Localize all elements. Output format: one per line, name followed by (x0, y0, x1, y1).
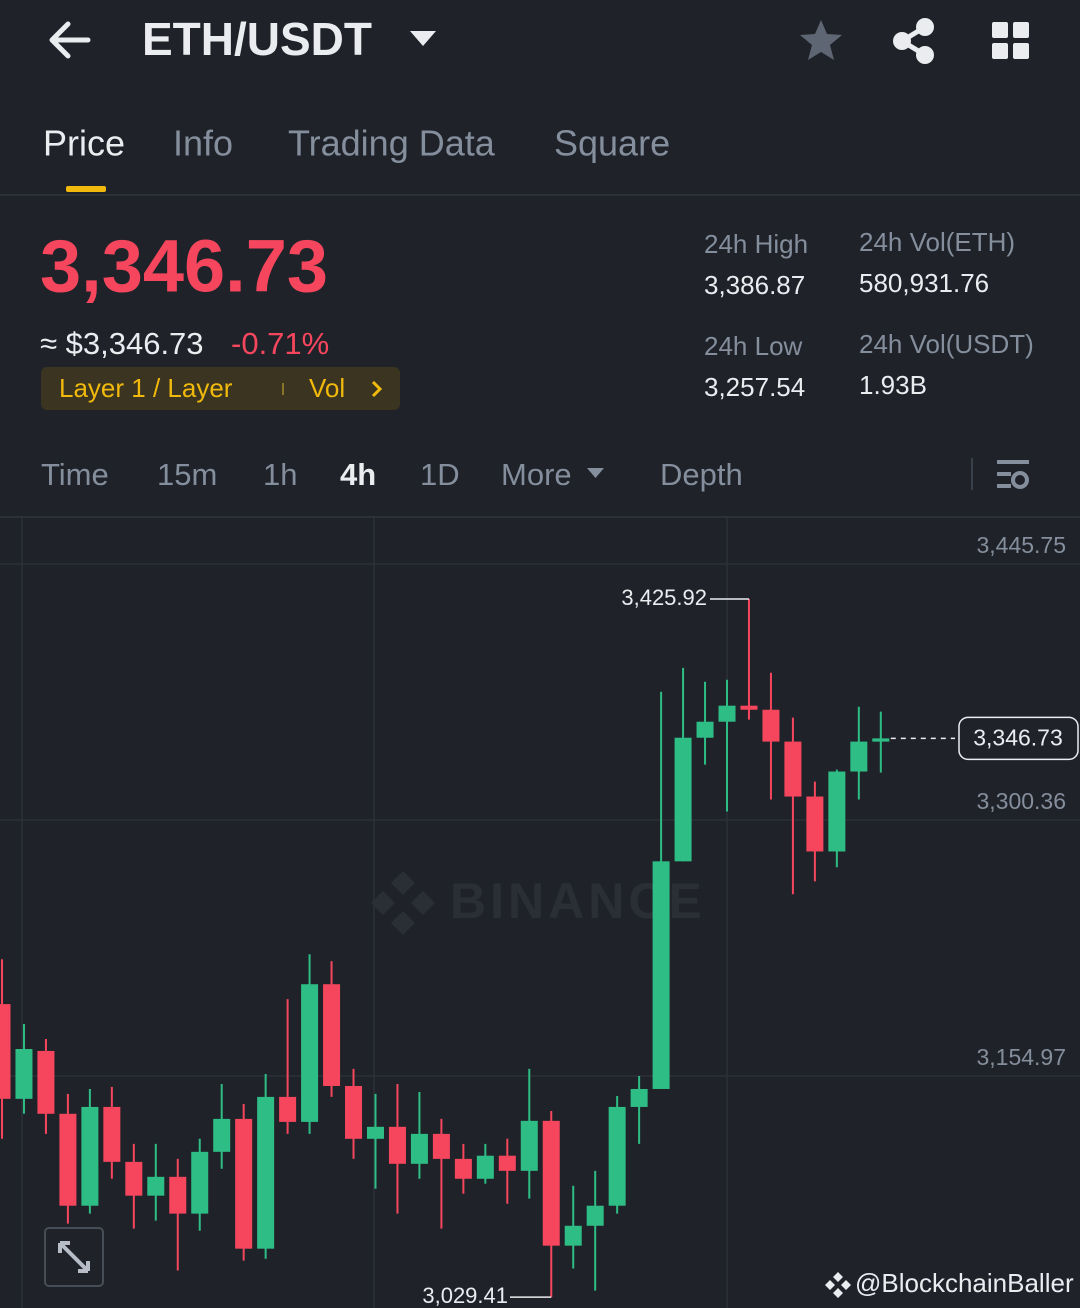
last-price-label: 3,346.73 (973, 724, 1063, 750)
tab-price[interactable]: Price (43, 123, 125, 164)
candle-body (608, 1106, 626, 1206)
tab-indicator (66, 186, 106, 192)
candle-body (432, 1133, 450, 1159)
candle-body (345, 1085, 363, 1139)
candle-body (740, 705, 758, 710)
last-price-box (958, 716, 1079, 761)
pair-dropdown[interactable] (410, 31, 436, 46)
interval-more[interactable]: More (501, 457, 572, 492)
watermark-logo (371, 871, 435, 935)
candle-body (147, 1176, 165, 1196)
candle-body (652, 861, 670, 1089)
candle-body (850, 741, 868, 772)
candle-body (81, 1106, 99, 1206)
candle-body (301, 984, 319, 1122)
interval-active[interactable]: 4h (340, 457, 376, 492)
chart-settings[interactable] (997, 460, 1029, 489)
favorite-button[interactable] (800, 20, 842, 60)
candle-body (257, 1096, 275, 1249)
price-change: -0.71% (231, 326, 329, 361)
menu-button[interactable] (992, 22, 1029, 59)
y-tick-label: 3,445.75 (976, 532, 1066, 558)
tag-separator (282, 383, 284, 395)
stat-value: 3,257.54 (704, 372, 805, 402)
candle-body (37, 1050, 55, 1114)
interval[interactable]: 15m (157, 457, 217, 492)
candle-body (564, 1225, 582, 1246)
candle-body (388, 1126, 406, 1164)
candle-body (762, 709, 780, 742)
credit: @BlockchainBaller (855, 1268, 1074, 1298)
fiat-price: ≈ $3,346.73 (40, 326, 204, 361)
low-label: 3,029.41 (422, 1283, 508, 1308)
high-label: 3,425.92 (621, 585, 707, 610)
tag-chevron (371, 380, 383, 398)
candle-body (169, 1176, 187, 1214)
candle-body (0, 1004, 11, 1099)
candle-body (279, 1096, 297, 1122)
candle-body (125, 1161, 143, 1196)
candle-body (366, 1126, 384, 1139)
candle-body (828, 771, 846, 852)
stat-label: 24h Vol(USDT) (859, 329, 1034, 359)
tag-box[interactable] (41, 367, 400, 410)
interval[interactable]: Time (41, 457, 109, 492)
candle-body (718, 705, 736, 722)
divider (0, 194, 1080, 196)
candle-body (323, 984, 341, 1086)
share-button[interactable] (893, 18, 934, 64)
candle-body (520, 1120, 538, 1171)
candle-body (784, 741, 802, 797)
credit-logo (825, 1272, 851, 1298)
candle-body (59, 1113, 77, 1206)
tag-vol[interactable]: Vol (309, 373, 345, 403)
y-tick-label: 3,300.36 (976, 788, 1066, 814)
candle-body (235, 1118, 253, 1249)
tab-info[interactable]: Info (173, 123, 233, 164)
candle-body (498, 1155, 516, 1171)
candle-body (630, 1088, 648, 1107)
separator (971, 458, 973, 490)
last-price: 3,346.73 (40, 225, 328, 308)
candlestick-chart: BINANCE 3,445.753,300.363,154.973,425.92… (0, 518, 1080, 1308)
candle-body (454, 1158, 472, 1179)
stat-value: 1.93B (859, 370, 927, 400)
interval[interactable]: 1D (420, 457, 460, 492)
candle-body (586, 1205, 604, 1226)
stat-value: 3,386.87 (704, 270, 805, 300)
candle-body (806, 796, 824, 852)
stat-label: 24h High (704, 229, 808, 259)
candle-body (213, 1118, 231, 1152)
pair-title[interactable]: ETH/USDT (142, 13, 372, 65)
candle-body (476, 1155, 494, 1179)
candle-body (103, 1106, 121, 1162)
fullscreen-icon (58, 1241, 90, 1273)
tag-sector[interactable]: Layer 1 / Layer (59, 373, 233, 403)
interval[interactable]: 1h (263, 457, 297, 492)
stat-label: 24h Low (704, 331, 803, 361)
candle-body (15, 1049, 33, 1099)
back-button[interactable] (49, 21, 91, 59)
interval-depth[interactable]: Depth (660, 457, 743, 492)
stat-label: 24h Vol(ETH) (859, 227, 1015, 257)
more-caret (587, 468, 604, 478)
candle-body (872, 738, 890, 742)
divider (0, 516, 1080, 518)
tab-trading-data[interactable]: Trading Data (288, 123, 496, 164)
candle-body (674, 737, 692, 862)
candle-body (410, 1133, 428, 1164)
candle-body (191, 1151, 209, 1214)
stat-value: 580,931.76 (859, 268, 989, 298)
candle-body (542, 1120, 560, 1246)
y-tick-label: 3,154.97 (976, 1044, 1066, 1070)
candle-body (696, 721, 714, 738)
tab-square[interactable]: Square (554, 123, 670, 164)
